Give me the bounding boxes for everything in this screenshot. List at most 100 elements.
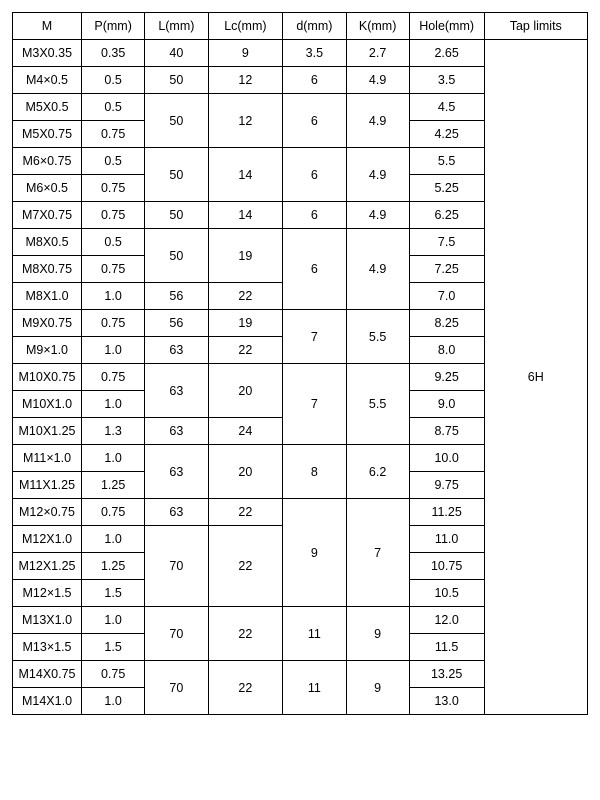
cell-l: 50 <box>145 148 208 202</box>
cell-hole: 8.75 <box>409 418 484 445</box>
cell-lc: 20 <box>208 445 283 499</box>
cell-p: 0.35 <box>82 40 145 67</box>
cell-lc: 22 <box>208 526 283 607</box>
cell-m: M14X0.75 <box>13 661 82 688</box>
cell-k: 4.9 <box>346 229 409 310</box>
cell-d: 11 <box>283 607 346 661</box>
cell-m: M13×1.5 <box>13 634 82 661</box>
cell-d: 6 <box>283 202 346 229</box>
cell-l: 63 <box>145 337 208 364</box>
cell-lc: 19 <box>208 310 283 337</box>
cell-p: 0.75 <box>82 661 145 688</box>
cell-d: 11 <box>283 661 346 715</box>
cell-p: 1.0 <box>82 337 145 364</box>
cell-lc: 14 <box>208 148 283 202</box>
col-header-l: L(mm) <box>145 13 208 40</box>
cell-p: 1.0 <box>82 391 145 418</box>
cell-m: M3X0.35 <box>13 40 82 67</box>
cell-hole: 2.65 <box>409 40 484 67</box>
cell-l: 63 <box>145 418 208 445</box>
cell-l: 63 <box>145 445 208 499</box>
cell-p: 0.75 <box>82 121 145 148</box>
cell-k: 5.5 <box>346 364 409 445</box>
table-row: M3X0.35 0.35 40 9 3.5 2.7 2.65 6H <box>13 40 588 67</box>
cell-l: 50 <box>145 94 208 148</box>
cell-p: 0.5 <box>82 94 145 121</box>
cell-m: M4×0.5 <box>13 67 82 94</box>
cell-hole: 12.0 <box>409 607 484 634</box>
cell-m: M9X0.75 <box>13 310 82 337</box>
cell-l: 63 <box>145 364 208 418</box>
cell-hole: 7.5 <box>409 229 484 256</box>
cell-l: 40 <box>145 40 208 67</box>
cell-hole: 5.25 <box>409 175 484 202</box>
cell-lc: 9 <box>208 40 283 67</box>
cell-hole: 3.5 <box>409 67 484 94</box>
cell-k: 9 <box>346 661 409 715</box>
cell-hole: 5.5 <box>409 148 484 175</box>
cell-k: 4.9 <box>346 202 409 229</box>
cell-hole: 10.0 <box>409 445 484 472</box>
cell-d: 6 <box>283 94 346 148</box>
cell-d: 9 <box>283 499 346 607</box>
cell-k: 9 <box>346 607 409 661</box>
cell-m: M5X0.5 <box>13 94 82 121</box>
col-header-lc: Lc(mm) <box>208 13 283 40</box>
cell-k: 4.9 <box>346 67 409 94</box>
cell-l: 70 <box>145 661 208 715</box>
cell-p: 0.5 <box>82 229 145 256</box>
cell-m: M8X1.0 <box>13 283 82 310</box>
cell-d: 6 <box>283 229 346 310</box>
cell-lc: 22 <box>208 283 283 310</box>
cell-p: 0.75 <box>82 310 145 337</box>
cell-hole: 7.25 <box>409 256 484 283</box>
cell-p: 1.0 <box>82 526 145 553</box>
cell-d: 7 <box>283 364 346 445</box>
cell-l: 50 <box>145 229 208 283</box>
cell-p: 1.0 <box>82 445 145 472</box>
col-header-p: P(mm) <box>82 13 145 40</box>
cell-m: M11×1.0 <box>13 445 82 472</box>
cell-m: M12×0.75 <box>13 499 82 526</box>
cell-k: 4.9 <box>346 94 409 148</box>
cell-d: 6 <box>283 148 346 202</box>
cell-m: M12X1.0 <box>13 526 82 553</box>
cell-p: 1.5 <box>82 634 145 661</box>
cell-hole: 13.0 <box>409 688 484 715</box>
cell-lc: 22 <box>208 607 283 661</box>
cell-p: 1.5 <box>82 580 145 607</box>
cell-p: 1.3 <box>82 418 145 445</box>
cell-d: 8 <box>283 445 346 499</box>
cell-p: 1.0 <box>82 607 145 634</box>
col-header-m: M <box>13 13 82 40</box>
table-header-row: M P(mm) L(mm) Lc(mm) d(mm) K(mm) Hole(mm… <box>13 13 588 40</box>
cell-l: 70 <box>145 526 208 607</box>
cell-l: 50 <box>145 67 208 94</box>
col-header-hole: Hole(mm) <box>409 13 484 40</box>
cell-hole: 9.25 <box>409 364 484 391</box>
cell-m: M10X1.25 <box>13 418 82 445</box>
cell-lc: 19 <box>208 229 283 283</box>
cell-m: M6×0.5 <box>13 175 82 202</box>
cell-hole: 11.5 <box>409 634 484 661</box>
cell-m: M12X1.25 <box>13 553 82 580</box>
cell-hole: 4.25 <box>409 121 484 148</box>
cell-p: 0.75 <box>82 202 145 229</box>
cell-l: 63 <box>145 499 208 526</box>
tap-spec-table: M P(mm) L(mm) Lc(mm) d(mm) K(mm) Hole(mm… <box>12 12 588 715</box>
cell-hole: 7.0 <box>409 283 484 310</box>
cell-m: M13X1.0 <box>13 607 82 634</box>
cell-hole: 11.0 <box>409 526 484 553</box>
cell-hole: 10.5 <box>409 580 484 607</box>
cell-l: 56 <box>145 283 208 310</box>
cell-k: 5.5 <box>346 310 409 364</box>
cell-m: M5X0.75 <box>13 121 82 148</box>
cell-k: 4.9 <box>346 148 409 202</box>
col-header-d: d(mm) <box>283 13 346 40</box>
cell-p: 0.75 <box>82 175 145 202</box>
cell-tap-limits: 6H <box>484 40 588 715</box>
cell-d: 7 <box>283 310 346 364</box>
cell-p: 0.75 <box>82 364 145 391</box>
cell-lc: 20 <box>208 364 283 418</box>
cell-l: 50 <box>145 202 208 229</box>
